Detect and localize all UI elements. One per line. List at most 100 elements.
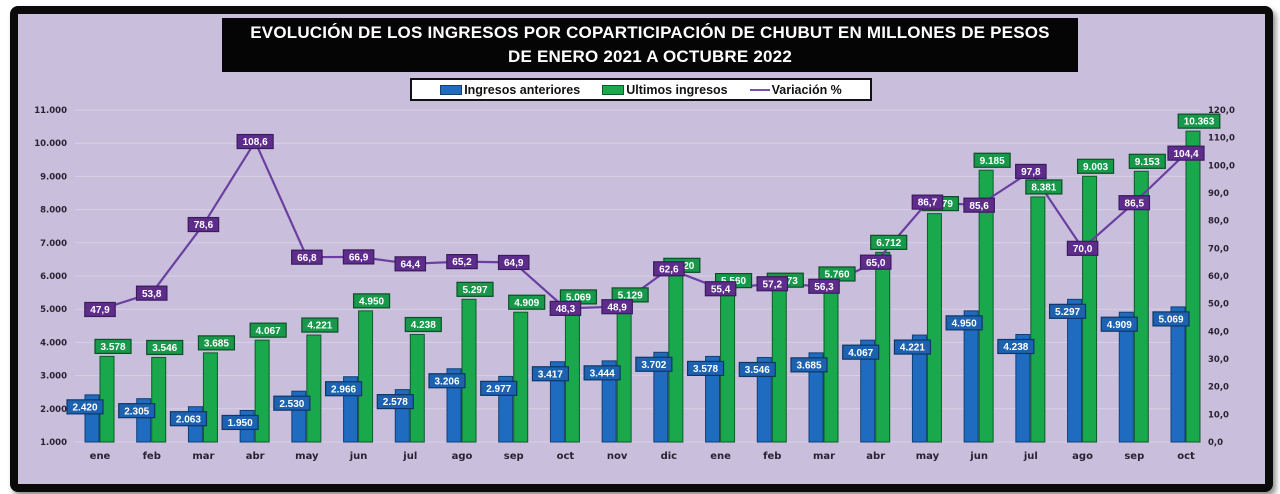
data-label-variacion: 57,2 (763, 279, 783, 290)
data-label-variacion-box (1167, 145, 1205, 161)
data-label-variacion-box (963, 197, 995, 213)
y-left-tick: 7.000 (40, 239, 67, 249)
y-left-tick: 4.000 (40, 338, 67, 348)
data-label-variacion: 62,6 (659, 264, 679, 275)
x-tick-label: jun (969, 451, 988, 462)
data-label-anteriores: 4.067 (848, 348, 873, 359)
chart-legend: Ingresos anteriores Ultimos ingresos Var… (410, 78, 872, 101)
data-label-anteriores: 2.305 (124, 406, 149, 417)
bar-ultimos-ingresos (306, 334, 322, 443)
data-label-anteriores: 3.417 (538, 369, 563, 380)
data-label-ultimos-box (508, 294, 546, 310)
y-left-tick: 3.000 (40, 372, 67, 382)
data-label-ultimos: 5.069 (566, 293, 591, 304)
data-label-variacion-box (549, 300, 582, 316)
data-label-variacion: 53,8 (142, 289, 162, 300)
bar-ingresos-anteriores (911, 334, 927, 443)
data-label-ultimos-box (197, 335, 236, 351)
data-label-anteriores: 3.578 (693, 364, 718, 375)
bar-ingresos-anteriores (808, 352, 824, 443)
data-label-anteriores-box (1152, 311, 1190, 327)
y-left-tick: 6.000 (40, 272, 67, 282)
data-label-anteriores-box (997, 338, 1035, 355)
data-label-variacion: 66,8 (297, 253, 317, 264)
data-label-ultimos-box (1177, 113, 1221, 129)
y-left-tick: 8.000 (40, 206, 67, 216)
x-tick-label: oct (557, 451, 575, 462)
data-label-variacion-box (601, 299, 633, 315)
data-label-variacion-box (497, 254, 530, 271)
data-label-ultimos: 9.185 (980, 156, 1005, 167)
data-label-variacion-box (291, 249, 323, 265)
bar-ultimos-ingresos (1133, 170, 1149, 443)
data-label-ultimos: 5.297 (462, 285, 487, 296)
y-left-tick: 10.000 (34, 139, 67, 149)
legend-item-ingresos-anteriores: Ingresos anteriores (440, 83, 580, 97)
data-label-anteriores: 5.069 (1158, 315, 1183, 326)
data-label-variacion: 56,3 (814, 282, 834, 293)
data-label-variacion-box (84, 301, 116, 318)
data-label-anteriores-box (428, 373, 466, 389)
data-label-anteriores: 3.546 (745, 365, 770, 376)
data-label-ultimos: 6.712 (876, 238, 901, 249)
data-label-variacion: 78,6 (194, 220, 214, 231)
data-label-variacion-box (236, 133, 274, 150)
data-label-ultimos: 9.003 (1083, 162, 1108, 173)
data-label-ultimos-box (1025, 179, 1063, 195)
chart-title: EVOLUCIÓN DE LOS INGRESOS POR COPARTICIP… (222, 18, 1078, 72)
bar-ingresos-anteriores (1015, 333, 1031, 443)
data-label-anteriores-box (221, 414, 259, 431)
y-right-tick: 90,0 (1208, 189, 1229, 199)
data-label-variacion-box (911, 194, 944, 210)
data-label-variacion: 66,9 (349, 253, 369, 264)
y-right-tick: 30,0 (1208, 355, 1229, 365)
bar-ingresos-anteriores (1067, 298, 1083, 443)
x-tick-label: mar (192, 451, 214, 462)
x-tick-label: sep (1124, 451, 1144, 462)
bar-ultimos-ingresos (151, 356, 167, 443)
data-label-anteriores-box (376, 394, 414, 410)
data-label-ultimos: 3.685 (204, 338, 229, 349)
bar-ultimos-ingresos (461, 298, 477, 443)
y-left-tick: 11.000 (34, 106, 67, 116)
data-label-ultimos: 5.129 (618, 291, 643, 302)
data-label-anteriores-box (169, 411, 208, 427)
data-label-variacion: 65,2 (452, 257, 472, 268)
data-label-anteriores: 2.530 (279, 399, 304, 410)
data-label-anteriores: 4.221 (900, 343, 925, 354)
y-left-tick: 9.000 (40, 172, 67, 182)
y-right-tick: 100,0 (1208, 161, 1235, 171)
bar-ultimos-ingresos (1185, 130, 1201, 443)
data-label-anteriores: 4.909 (1107, 320, 1132, 331)
data-label-anteriores-box (738, 361, 776, 378)
bar-ultimos-ingresos (978, 169, 994, 443)
y-right-tick: 10,0 (1208, 410, 1229, 420)
data-label-variacion: 70,0 (1073, 244, 1093, 255)
data-label-variacion: 108,6 (243, 137, 268, 148)
legend-label: Variación % (771, 82, 842, 97)
data-label-anteriores-box (531, 366, 570, 382)
x-tick-label: dic (661, 451, 678, 462)
data-label-ultimos-box (404, 316, 442, 333)
legend-item-ultimos-ingresos: Ultimos ingresos (602, 83, 728, 97)
x-tick-label: oct (1177, 451, 1195, 462)
data-label-variacion-box (859, 254, 892, 270)
data-label-anteriores-box (1100, 316, 1138, 332)
data-label-ultimos: 8.381 (1031, 183, 1056, 194)
x-tick-label: feb (143, 451, 161, 462)
bar-ultimos-ingresos (358, 310, 374, 443)
x-tick-label: ene (710, 451, 731, 462)
data-label-anteriores: 2.063 (176, 414, 201, 425)
data-label-variacion-box (704, 281, 737, 297)
data-label-anteriores: 4.238 (1003, 342, 1028, 353)
data-label-ultimos-box (456, 281, 494, 297)
bar-ingresos-anteriores (549, 361, 565, 443)
y-left-tick: 2.000 (40, 405, 67, 415)
data-label-variacion: 55,4 (711, 284, 731, 295)
x-tick-label: feb (763, 451, 781, 462)
data-label-variacion: 48,9 (607, 302, 627, 313)
data-label-ultimos-box (94, 338, 132, 355)
data-label-ultimos: 4.067 (256, 326, 281, 337)
data-label-anteriores-box (273, 395, 311, 411)
